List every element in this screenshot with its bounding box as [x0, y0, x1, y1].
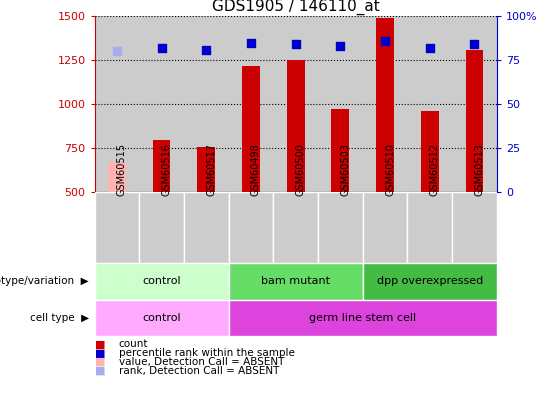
Text: count: count — [119, 339, 148, 349]
Bar — [452, 16, 497, 192]
Bar — [153, 139, 171, 192]
Text: cell type  ▶: cell type ▶ — [30, 313, 89, 323]
Title: GDS1905 / 146110_at: GDS1905 / 146110_at — [212, 0, 380, 15]
Text: ■: ■ — [94, 339, 105, 349]
Bar — [465, 50, 483, 192]
Text: germ line stem cell: germ line stem cell — [309, 313, 416, 323]
Point — [112, 48, 121, 55]
Text: genotype/variation  ▶: genotype/variation ▶ — [0, 277, 89, 286]
Text: GSM60500: GSM60500 — [296, 143, 306, 196]
Text: ■: ■ — [94, 366, 105, 376]
Point — [157, 45, 166, 51]
Text: control: control — [142, 277, 181, 286]
Text: control: control — [142, 313, 181, 323]
Bar — [273, 16, 318, 192]
Point — [470, 41, 479, 48]
Bar — [242, 66, 260, 192]
Text: dpp overexpressed: dpp overexpressed — [376, 277, 483, 286]
Bar — [94, 16, 139, 192]
Bar — [376, 18, 394, 192]
Point — [202, 47, 211, 53]
Text: ■: ■ — [94, 357, 105, 367]
Bar — [139, 192, 184, 263]
Text: GSM60503: GSM60503 — [340, 143, 350, 196]
Text: GSM60512: GSM60512 — [430, 143, 440, 196]
Text: percentile rank within the sample: percentile rank within the sample — [119, 348, 295, 358]
Text: GSM60513: GSM60513 — [475, 143, 484, 196]
Text: rank, Detection Call = ABSENT: rank, Detection Call = ABSENT — [119, 366, 279, 376]
Text: bam mutant: bam mutant — [261, 277, 330, 286]
Bar — [407, 192, 452, 263]
Point — [292, 41, 300, 48]
Point — [381, 38, 389, 44]
Bar — [108, 162, 126, 192]
Bar — [332, 109, 349, 192]
Bar — [452, 192, 497, 263]
Bar — [228, 192, 273, 263]
Bar — [318, 192, 363, 263]
Point — [247, 39, 255, 46]
Point — [336, 43, 345, 49]
Bar — [94, 300, 228, 336]
Bar — [139, 16, 184, 192]
Point — [426, 45, 434, 51]
Text: GSM60498: GSM60498 — [251, 143, 261, 196]
Bar — [363, 16, 407, 192]
Bar — [94, 192, 139, 263]
Bar — [197, 147, 215, 192]
Text: GSM60516: GSM60516 — [161, 143, 172, 196]
Bar — [318, 16, 363, 192]
Bar — [363, 263, 497, 300]
Bar — [228, 16, 273, 192]
Bar — [94, 263, 228, 300]
Text: GSM60517: GSM60517 — [206, 143, 216, 196]
Bar — [184, 192, 228, 263]
Bar — [228, 300, 497, 336]
Bar — [363, 192, 407, 263]
Bar — [228, 263, 363, 300]
Bar — [273, 192, 318, 263]
Text: value, Detection Call = ABSENT: value, Detection Call = ABSENT — [119, 357, 284, 367]
Text: GSM60515: GSM60515 — [117, 143, 127, 196]
Text: ■: ■ — [94, 348, 105, 358]
Bar — [287, 60, 305, 192]
Bar — [421, 111, 438, 192]
Text: GSM60510: GSM60510 — [385, 143, 395, 196]
Bar — [407, 16, 452, 192]
Bar — [184, 16, 228, 192]
